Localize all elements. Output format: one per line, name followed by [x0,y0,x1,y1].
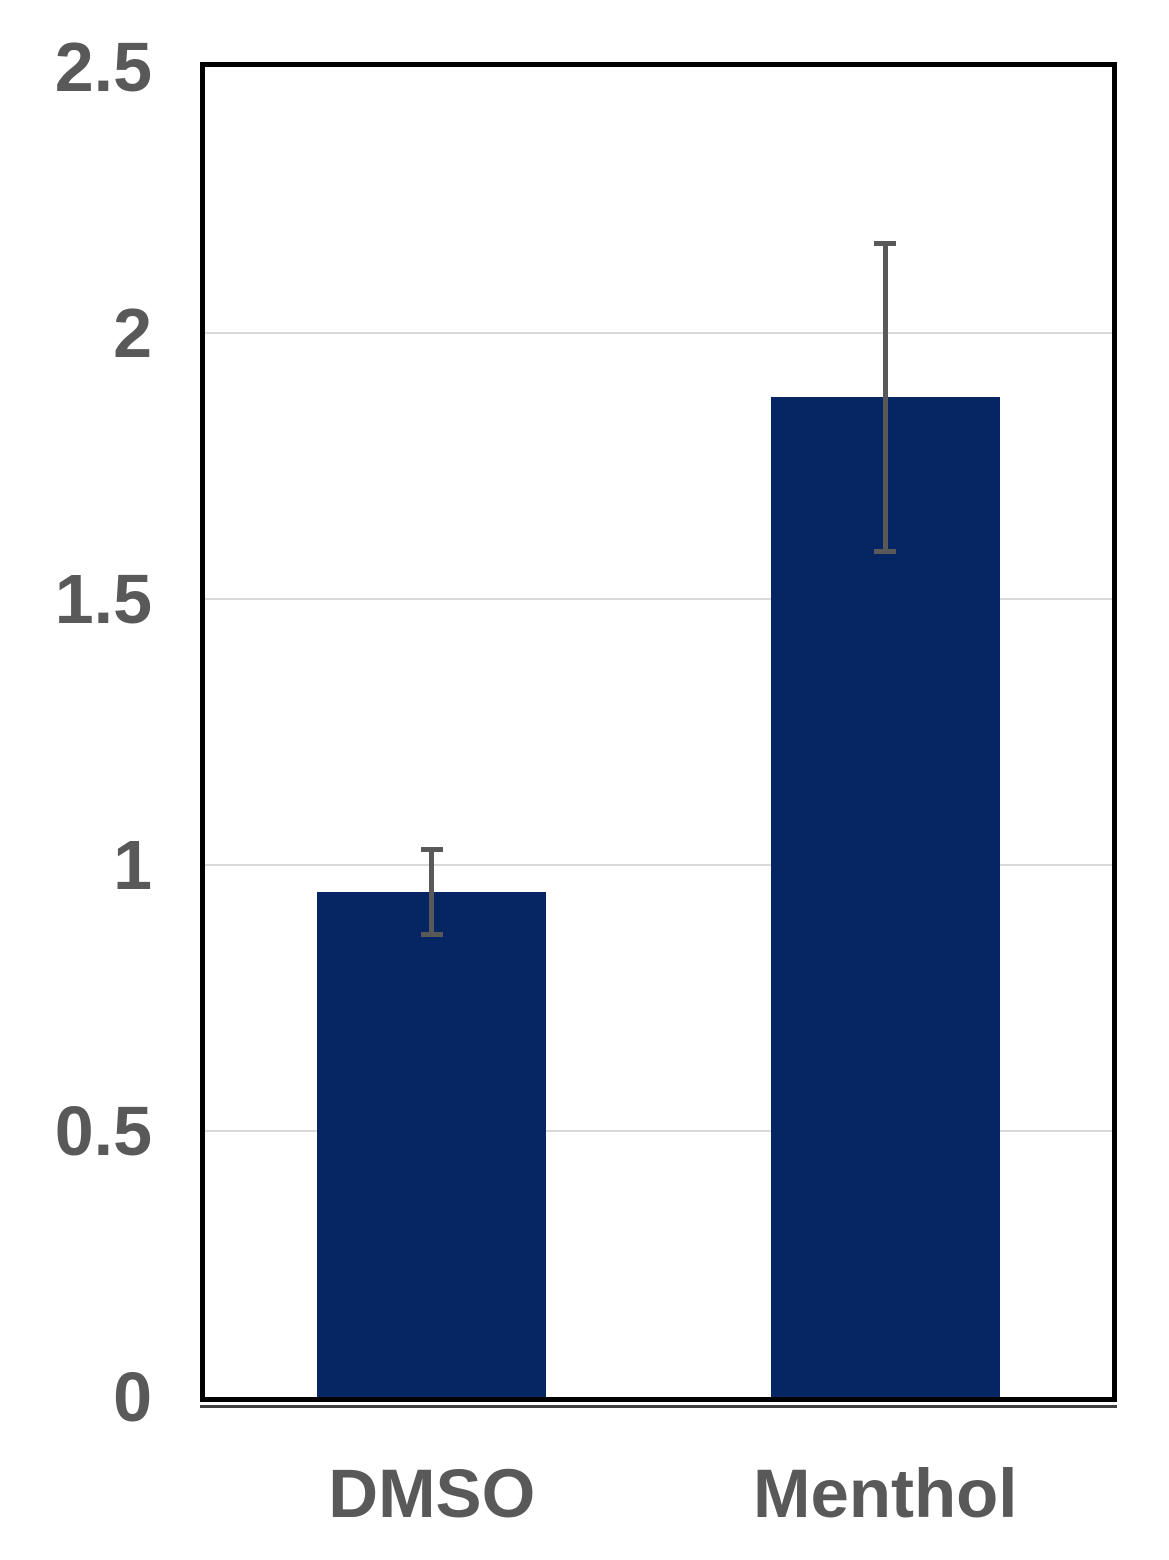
y-tick-label-1: 1 [113,826,152,904]
bar-menthol [770,396,1000,1397]
x-axis-line [200,1405,1117,1408]
x-tick-label-dmso: DMSO [328,1455,536,1532]
plot-area [200,62,1117,1402]
error-bar-cap [874,549,897,555]
gridline [205,332,1112,334]
gridline [205,1130,1112,1132]
error-bar-dmso [429,849,435,935]
bar-dmso [317,891,547,1397]
error-bar-cap [874,240,897,246]
y-axis: 0 0.5 1 1.5 2 2.5 [0,0,152,1560]
y-tick-label-1-5: 1.5 [54,560,152,638]
gridline [205,598,1112,600]
y-tick-label-0: 0 [113,1358,152,1436]
y-tick-label-2: 2 [113,294,152,372]
x-tick-label-menthol: Menthol [753,1455,1018,1532]
gridline [205,864,1112,866]
y-tick-label-2-5: 2.5 [54,28,152,106]
y-tick-label-0-5: 0.5 [54,1092,152,1170]
error-bar-cap [420,847,443,853]
error-bar-cap [420,932,443,938]
error-bar-menthol [882,242,888,552]
